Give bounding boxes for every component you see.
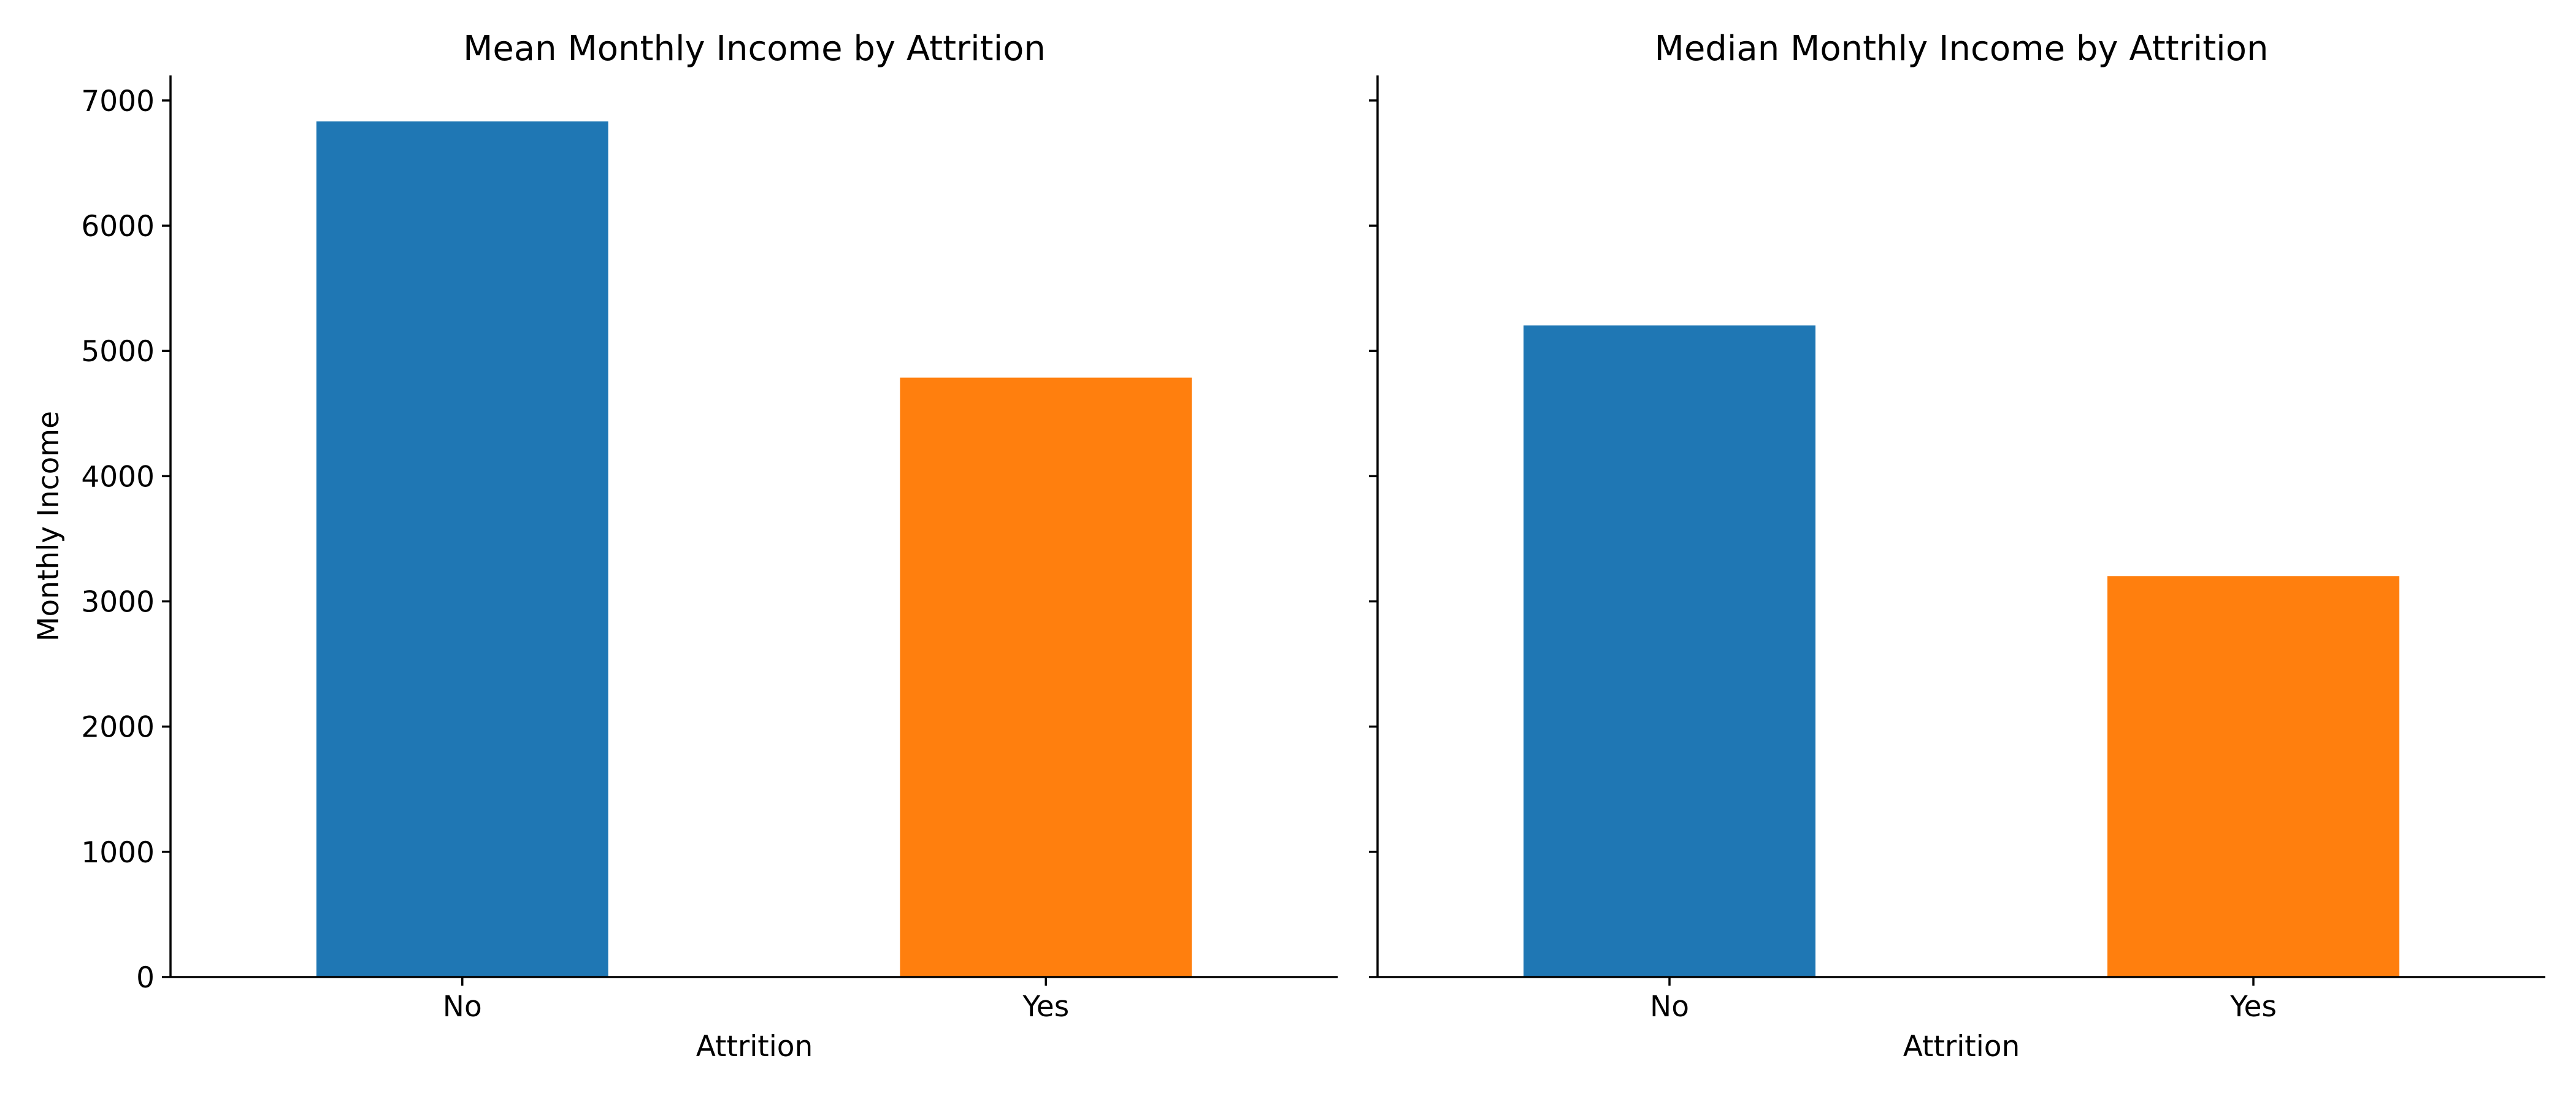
y-tick-label: 0	[136, 961, 155, 995]
median-income-panel: Median Monthly Income by Attrition Attri…	[1369, 29, 2545, 1064]
y-tick-label: 5000	[81, 335, 155, 369]
y-tick-label: 7000	[81, 85, 155, 118]
bar-no	[316, 121, 608, 977]
bar-yes	[900, 377, 1192, 977]
bars-group	[316, 121, 1192, 977]
bar-no	[1524, 325, 1815, 978]
bar-yes	[2107, 576, 2399, 977]
x-tick-label: Yes	[1022, 990, 1069, 1024]
y-tick-label: 1000	[81, 836, 155, 870]
x-axis-label: Attrition	[1903, 1030, 2020, 1064]
y-tick-label: 3000	[81, 586, 155, 619]
y-axis-label: Monthly Income	[32, 411, 66, 642]
y-ticks-group	[1369, 99, 1378, 978]
y-ticks-group: 0 1000 2000 3000 4000 5000 6000 7000	[81, 85, 171, 995]
chart-title: Mean Monthly Income by Attrition	[463, 29, 1046, 69]
y-tick-label: 4000	[81, 460, 155, 494]
x-tick-label: No	[443, 990, 482, 1024]
x-axis-label: Attrition	[696, 1030, 813, 1064]
chart-title: Median Monthly Income by Attrition	[1655, 29, 2269, 69]
bars-group	[1524, 325, 2399, 978]
y-tick-label: 6000	[81, 210, 155, 243]
x-ticks-group: No Yes	[443, 977, 1069, 1024]
mean-income-panel: Mean Monthly Income by Attrition Monthly…	[32, 29, 1338, 1064]
x-ticks-group: No Yes	[1650, 977, 2277, 1024]
y-tick-label: 2000	[81, 711, 155, 745]
x-tick-label: Yes	[2229, 990, 2277, 1024]
x-tick-label: No	[1650, 990, 1689, 1024]
